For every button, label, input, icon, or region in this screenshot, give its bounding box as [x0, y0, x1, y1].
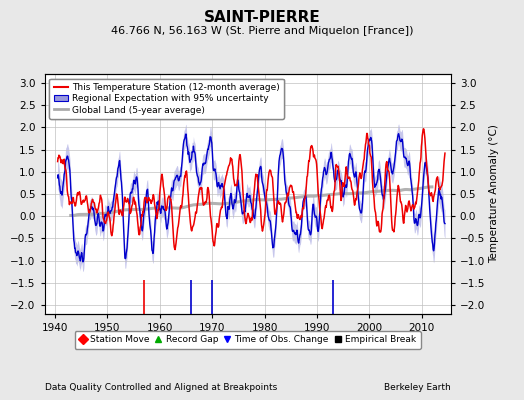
- Legend: Station Move, Record Gap, Time of Obs. Change, Empirical Break: Station Move, Record Gap, Time of Obs. C…: [74, 331, 421, 349]
- Legend: This Temperature Station (12-month average), Regional Expectation with 95% uncer: This Temperature Station (12-month avera…: [49, 78, 284, 119]
- Y-axis label: Temperature Anomaly (°C): Temperature Anomaly (°C): [489, 124, 499, 264]
- Text: 46.766 N, 56.163 W (St. Pierre and Miquelon [France]): 46.766 N, 56.163 W (St. Pierre and Mique…: [111, 26, 413, 36]
- Text: Berkeley Earth: Berkeley Earth: [384, 383, 451, 392]
- Text: SAINT-PIERRE: SAINT-PIERRE: [204, 10, 320, 25]
- Text: Data Quality Controlled and Aligned at Breakpoints: Data Quality Controlled and Aligned at B…: [45, 383, 277, 392]
